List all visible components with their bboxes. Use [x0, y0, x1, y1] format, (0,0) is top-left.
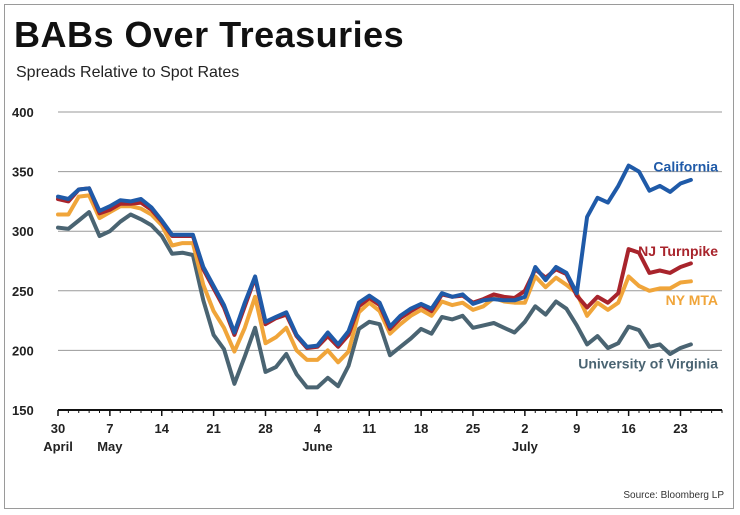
x-tick-label-30: 30 — [51, 421, 65, 436]
chart-title: BABs Over Treasuries — [14, 14, 405, 55]
x-tick-label-7: 7 — [106, 421, 113, 436]
series-line-ny-mta — [56, 193, 693, 365]
series-label-ny-mta: NY MTA — [666, 292, 718, 308]
y-tick-label-300: 300 — [12, 224, 34, 239]
series-label-nj-turnpike: NJ Turnpike — [638, 243, 718, 259]
series-line-university-of-virginia — [56, 210, 693, 390]
series-line-california — [56, 163, 693, 349]
x-tick-label-4: 4 — [314, 421, 322, 436]
x-tick-label-28: 28 — [258, 421, 272, 436]
x-tick-label-21: 21 — [206, 421, 220, 436]
x-tick-label-2: 2 — [521, 421, 528, 436]
chart-subtitle: Spreads Relative to Spot Rates — [16, 64, 240, 81]
month-label-may: May — [97, 439, 123, 454]
x-tick-label-18: 18 — [414, 421, 428, 436]
x-tick-label-23: 23 — [673, 421, 687, 436]
y-tick-label-400: 400 — [12, 105, 34, 120]
x-tick-label-14: 14 — [155, 421, 170, 436]
y-tick-label-200: 200 — [12, 343, 34, 358]
series-label-university-of-virginia: University of Virginia — [578, 355, 718, 371]
month-label-april: April — [43, 439, 73, 454]
x-tick-label-16: 16 — [621, 421, 635, 436]
month-label-june: June — [302, 439, 332, 454]
y-tick-label-250: 250 — [12, 284, 34, 299]
month-label-july: July — [512, 439, 539, 454]
y-tick-label-350: 350 — [12, 165, 34, 180]
series-label-california: California — [653, 159, 718, 175]
chart-frame — [4, 4, 734, 509]
x-tick-label-11: 11 — [362, 421, 376, 436]
x-tick-label-25: 25 — [466, 421, 480, 436]
x-tick-label-9: 9 — [573, 421, 580, 436]
y-tick-label-150: 150 — [12, 403, 34, 418]
source-note: Source: Bloomberg LP — [623, 490, 724, 501]
